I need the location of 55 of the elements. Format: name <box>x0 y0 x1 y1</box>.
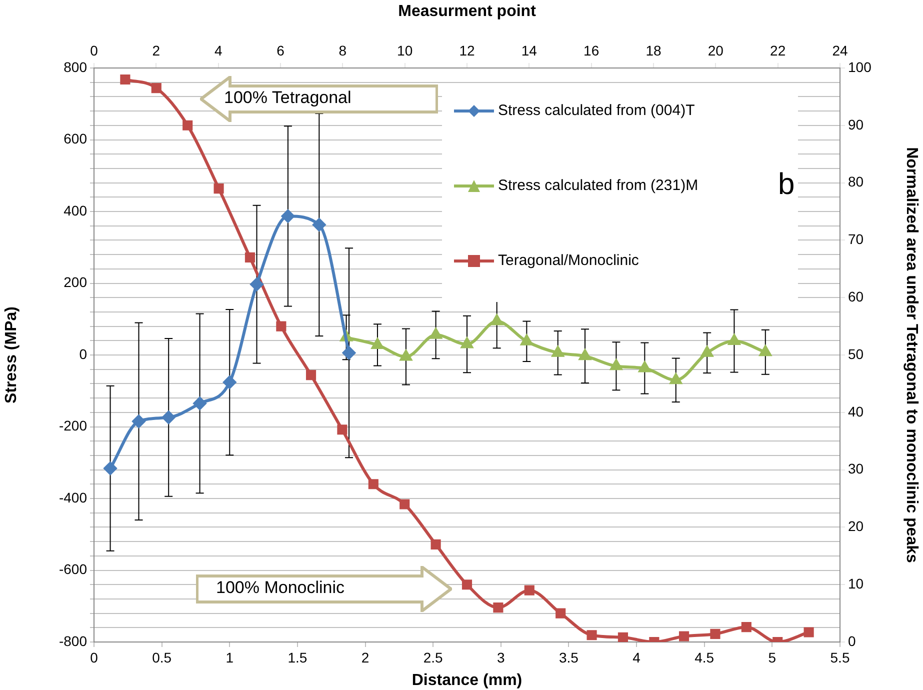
x2-tick-label: 2 <box>152 42 160 58</box>
y2-tick-label: 100 <box>848 58 872 75</box>
annotation: b <box>778 168 795 202</box>
x2-axis-title: Measurment point <box>398 3 537 20</box>
x-tick-label: 0 <box>90 649 98 666</box>
x2-tick-label: 0 <box>90 42 98 58</box>
x2-tick-label: 14 <box>521 42 538 58</box>
x2-tick-label: 10 <box>397 42 413 58</box>
x-tick-label: 2.5 <box>423 649 444 666</box>
y-tick-label: 0 <box>79 346 88 362</box>
y-tick-label: -400 <box>58 489 88 506</box>
y-tick-label: 600 <box>64 130 88 147</box>
x-axis-title: Distance (mm) <box>412 672 522 689</box>
y2-tick-label: 80 <box>848 174 864 190</box>
legend-label: Stress calculated from (004)T <box>498 102 695 119</box>
x-tick-label: 1.5 <box>288 649 308 666</box>
y2-tick-label: 20 <box>848 518 864 534</box>
y-tick-label: 200 <box>64 274 88 290</box>
x-tick-label: 3.5 <box>558 649 579 666</box>
x-tick-label: 2 <box>361 649 370 666</box>
y-tick-label: -800 <box>58 632 88 649</box>
x2-tick-label: 12 <box>459 42 475 58</box>
y2-tick-label: 40 <box>848 403 864 420</box>
y2-tick-label: 0 <box>848 632 856 649</box>
x-tick-label: 4.5 <box>694 649 714 666</box>
x-tick-label: 5.5 <box>830 649 850 666</box>
x2-tick-label: 22 <box>770 42 786 58</box>
y-tick-label: -200 <box>58 418 88 434</box>
legend-label: Teragonal/Monoclinic <box>498 252 639 269</box>
y-axis-title: Stress (MPa) <box>3 306 20 404</box>
x2-tick-label: 24 <box>832 42 848 58</box>
y-tick-label: -600 <box>58 561 88 578</box>
y2-tick-label: 70 <box>848 231 864 248</box>
annotation: 100% Tetragonal <box>224 88 352 108</box>
x2-tick-label: 4 <box>214 42 222 58</box>
y2-tick-label: 10 <box>848 575 864 592</box>
x-tick-label: 1 <box>226 649 234 666</box>
x-tick-label: 5 <box>768 649 776 666</box>
x2-tick-label: 6 <box>276 42 285 58</box>
y2-axis-title: Normalized area under Tetragonal to monoclinic peaks <box>902 147 920 563</box>
x-tick-label: 0.5 <box>152 649 172 666</box>
y-tick-label: 400 <box>64 202 88 218</box>
y2-tick-label: 90 <box>848 116 864 132</box>
x2-tick-label: 16 <box>584 42 600 58</box>
y2-tick-label: 50 <box>848 346 864 362</box>
x-tick-label: 3 <box>497 649 506 666</box>
annotation: 100% Monoclinic <box>216 578 345 598</box>
x2-tick-label: 18 <box>646 42 662 58</box>
y2-tick-label: 30 <box>848 460 864 477</box>
legend-label: Stress calculated from (231)M <box>498 177 698 194</box>
x-tick-label: 4 <box>632 649 641 666</box>
x2-tick-label: 8 <box>338 42 347 58</box>
x2-tick-label: 20 <box>708 42 724 58</box>
y2-tick-label: 60 <box>848 288 864 304</box>
y-tick-label: 800 <box>64 58 88 75</box>
